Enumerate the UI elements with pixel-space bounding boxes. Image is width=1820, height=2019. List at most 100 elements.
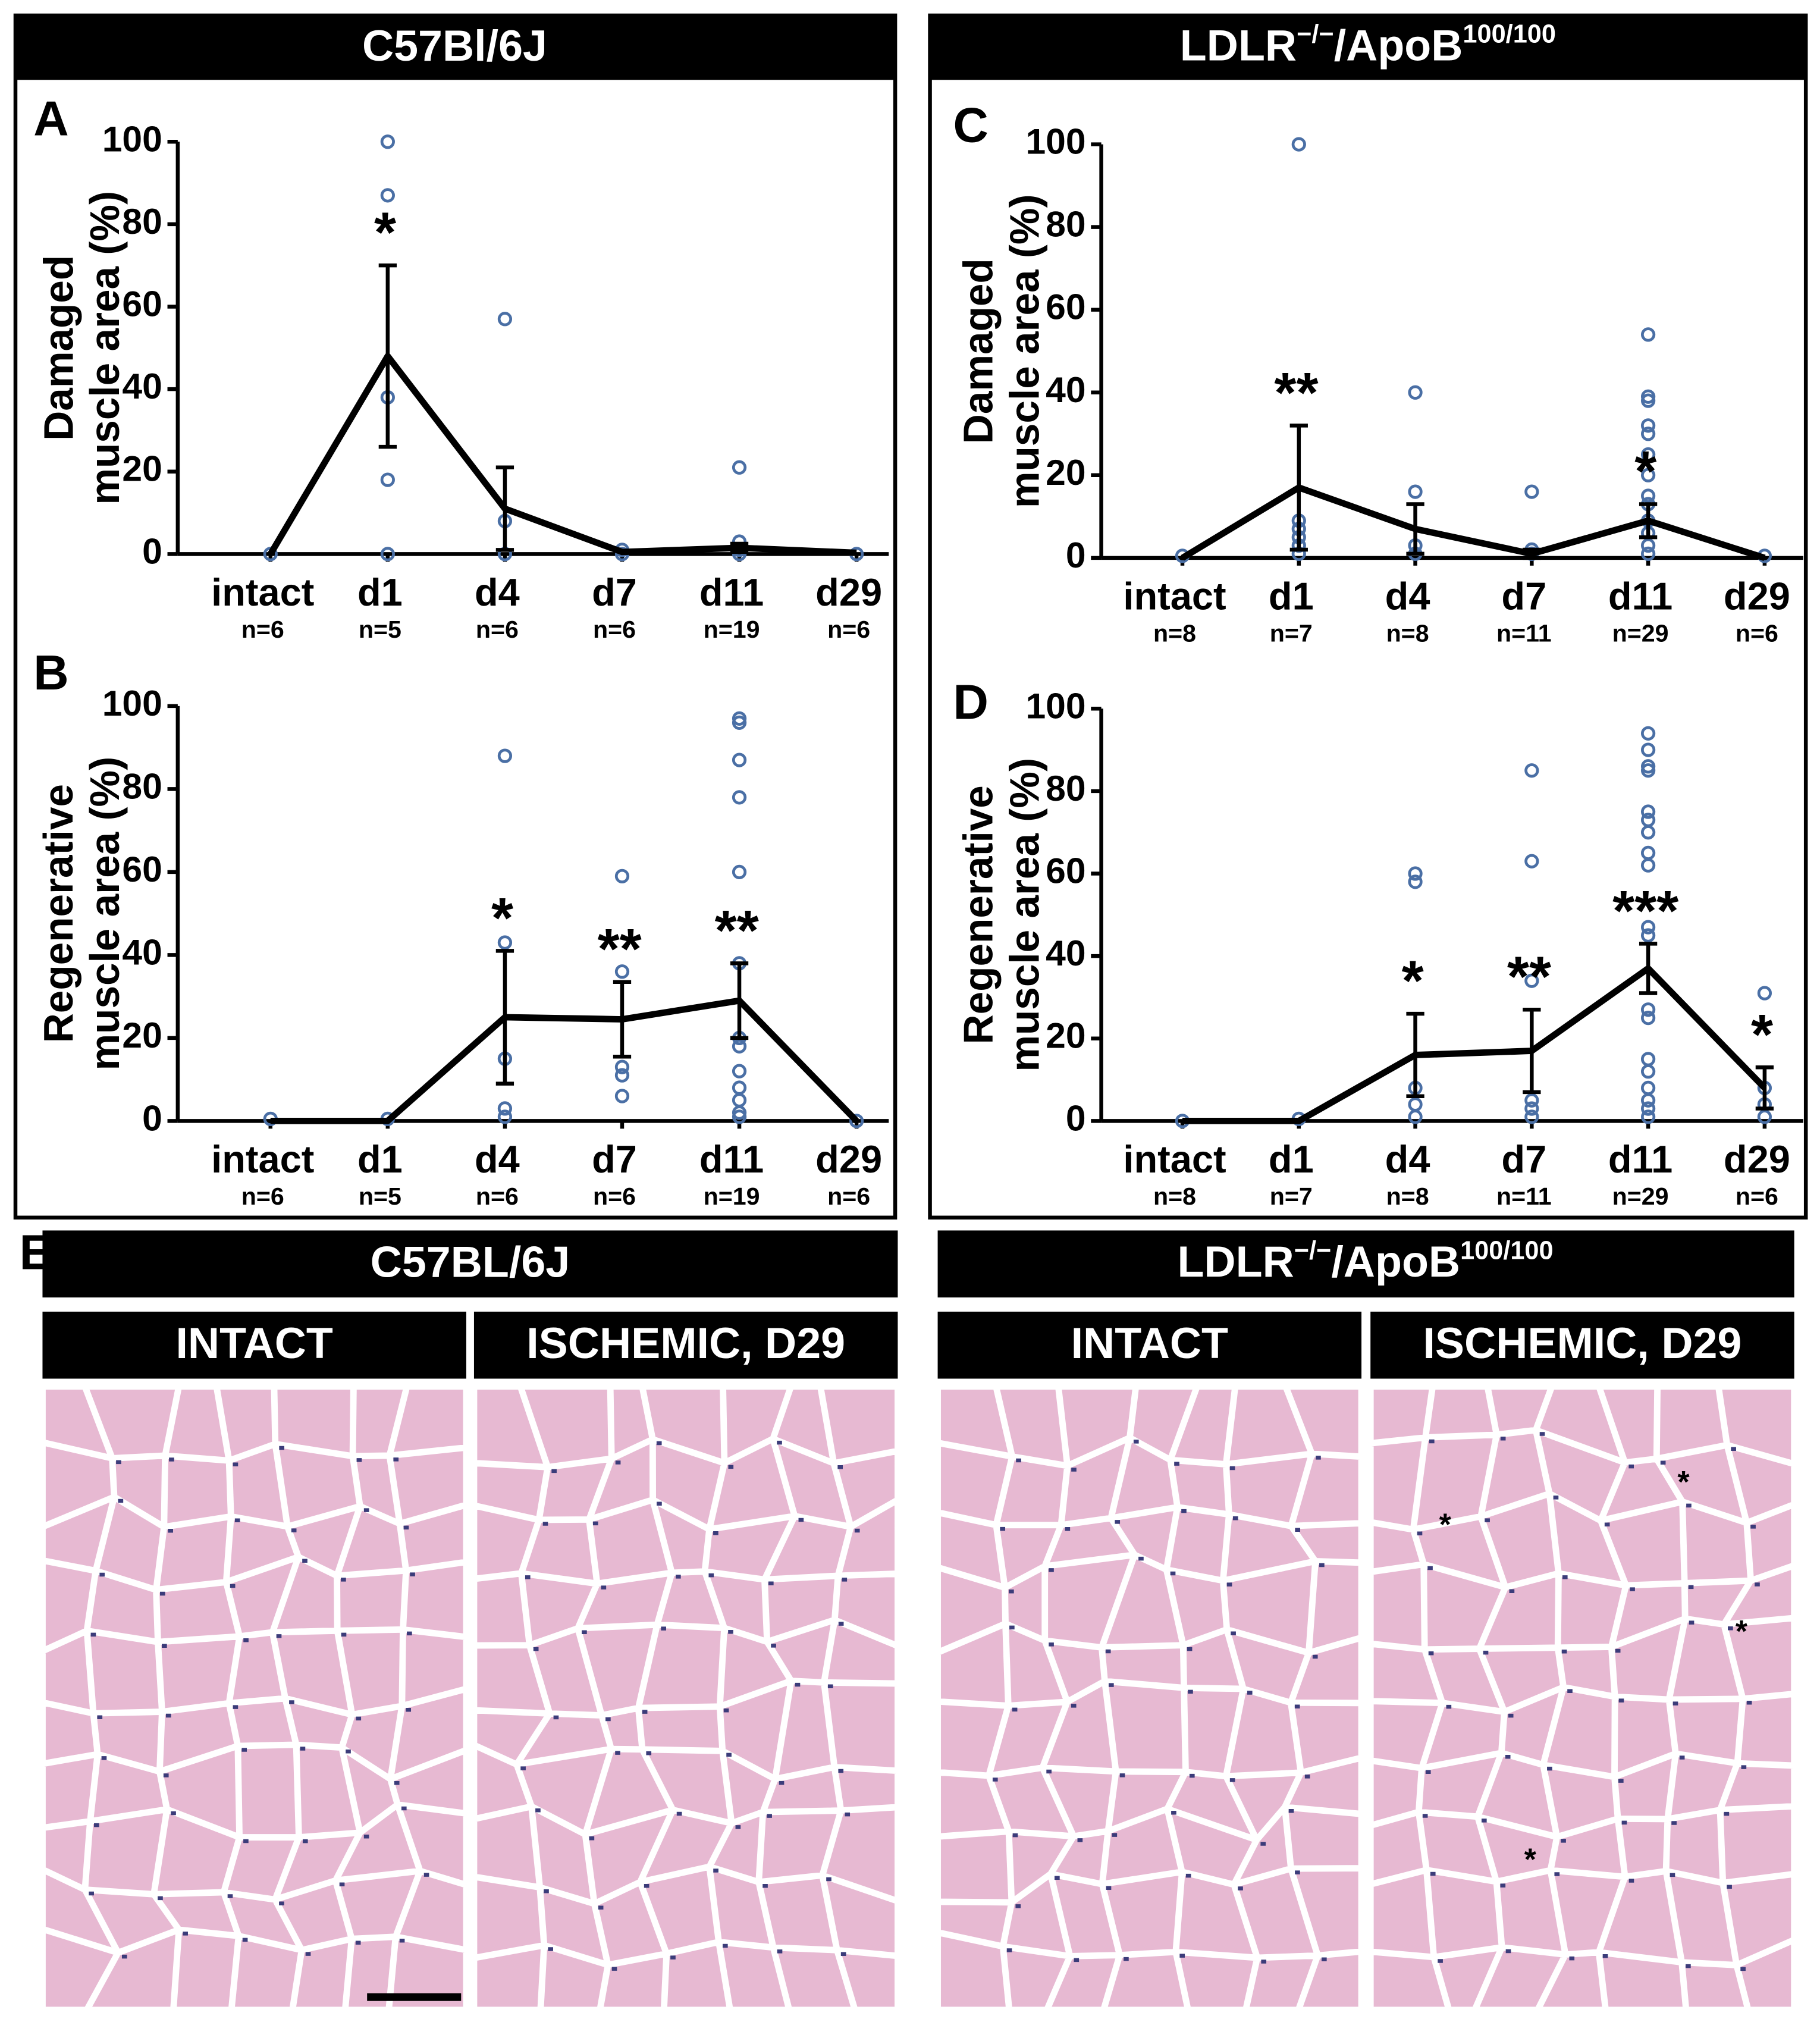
mean-line xyxy=(1181,484,1766,562)
y-tick-label: 60 xyxy=(1046,851,1085,891)
n-label: n=11 xyxy=(1496,620,1552,647)
data-point xyxy=(1524,1093,1539,1108)
x-tick-label: intact xyxy=(211,1137,314,1181)
y-tick-label: 60 xyxy=(1046,287,1085,327)
image-columns: INTACT ISCHEMIC, D29 INTACT ISCHEMIC, D29 * *… xyxy=(39,1311,1798,2014)
y-axis-label: muscle area (%) xyxy=(81,191,128,505)
column-title: INTACT xyxy=(175,1318,332,1368)
header-part: /ApoB xyxy=(1334,21,1463,70)
data-point xyxy=(732,1064,747,1079)
x-tick-label: intact xyxy=(1123,1137,1226,1181)
data-point xyxy=(380,472,395,487)
data-point xyxy=(497,1109,513,1124)
data-point xyxy=(1640,418,1656,433)
header-part: /ApoB xyxy=(1331,1237,1460,1286)
data-point xyxy=(1640,447,1656,462)
x-tick-label: d11 xyxy=(699,1137,764,1181)
y-tick-label: 100 xyxy=(102,683,162,723)
y-tick-label: 60 xyxy=(122,284,162,324)
header-bar xyxy=(15,15,896,80)
data-point xyxy=(732,1093,747,1108)
data-point xyxy=(849,1114,864,1128)
data-point xyxy=(1640,1052,1656,1067)
data-point xyxy=(1640,1093,1656,1108)
data-point xyxy=(732,1109,747,1124)
data-point xyxy=(497,748,513,763)
n-label: n=6 xyxy=(476,1183,519,1210)
data-point xyxy=(1408,1097,1423,1112)
data-point xyxy=(1524,1101,1539,1116)
data-point xyxy=(1640,858,1656,873)
significance-star: * xyxy=(1634,440,1656,503)
data-point xyxy=(497,1101,513,1116)
n-label: n=6 xyxy=(827,1183,870,1210)
y-axis-label: muscle area (%) xyxy=(81,757,128,1071)
y-axis-label: muscle area (%) xyxy=(1001,758,1047,1072)
n-label: n=7 xyxy=(1270,1183,1313,1210)
data-point xyxy=(732,753,747,767)
header-bar xyxy=(42,1230,898,1298)
x-tick-label: d7 xyxy=(1501,1137,1546,1181)
significance-star: ** xyxy=(1507,946,1551,1009)
data-point xyxy=(1757,986,1772,1001)
y-tick-label: 20 xyxy=(122,1015,162,1055)
n-label: n=29 xyxy=(1612,1183,1669,1210)
data-point xyxy=(380,134,395,149)
y-axis-label: Damaged xyxy=(35,255,81,441)
n-label: n=5 xyxy=(359,616,401,643)
x-tick-label: intact xyxy=(1123,574,1226,617)
column-header xyxy=(937,1311,1362,1379)
data-point xyxy=(1640,1064,1656,1079)
n-label: n=29 xyxy=(1612,620,1669,647)
image-asterisk: * xyxy=(1736,1614,1748,1649)
data-point xyxy=(1524,854,1539,869)
y-tick-label: 0 xyxy=(1066,535,1086,575)
y-tick-label: 40 xyxy=(1046,369,1085,410)
x-tick-label: d7 xyxy=(592,570,637,614)
data-point xyxy=(732,715,747,730)
y-tick-label: 80 xyxy=(1046,204,1085,244)
y-tick-label: 100 xyxy=(1025,685,1085,726)
data-point xyxy=(1640,825,1656,840)
image-asterisk: * xyxy=(1524,1842,1537,1877)
n-label: n=6 xyxy=(1736,1183,1778,1210)
x-tick-label: intact xyxy=(211,570,314,614)
y-tick-label: 20 xyxy=(1046,1015,1085,1056)
n-label: n=6 xyxy=(241,616,284,643)
y-tick-label: 40 xyxy=(1046,933,1085,973)
data-point xyxy=(1640,726,1656,741)
data-point xyxy=(1640,538,1656,553)
panel-letter: C xyxy=(953,98,989,152)
data-point xyxy=(1640,1002,1656,1017)
x-tick-label: d29 xyxy=(1724,1137,1790,1181)
header-sup: −/− xyxy=(1294,1237,1332,1265)
y-axis-label: Regenerative xyxy=(955,785,1002,1044)
data-point xyxy=(614,869,630,883)
x-tick-label: d1 xyxy=(1269,574,1314,617)
y-axis-label: Damaged xyxy=(955,258,1002,444)
data-point xyxy=(497,312,513,327)
x-tick-label: d11 xyxy=(1608,1137,1672,1181)
data-point xyxy=(1757,1109,1772,1124)
data-point xyxy=(1640,763,1656,778)
y-tick-label: 0 xyxy=(1066,1098,1086,1138)
nuclei xyxy=(520,1440,860,1971)
nuclei xyxy=(1417,1432,1760,1971)
x-tick-label: d29 xyxy=(815,570,882,614)
nuclei xyxy=(992,1440,1327,1964)
n-label: n=6 xyxy=(241,1183,284,1210)
data-point xyxy=(1640,742,1656,757)
n-label: n=8 xyxy=(1386,1183,1429,1210)
n-label: n=6 xyxy=(1736,620,1778,647)
n-label: n=5 xyxy=(359,1183,401,1210)
significance-star: ** xyxy=(715,899,759,963)
n-label: n=8 xyxy=(1153,1183,1196,1210)
data-point xyxy=(1640,920,1656,935)
data-point xyxy=(1408,866,1423,881)
image-asterisk: * xyxy=(1677,1465,1690,1500)
y-tick-label: 80 xyxy=(122,201,162,242)
x-tick-label: d29 xyxy=(815,1137,882,1181)
data-point xyxy=(1640,427,1656,441)
y-axis-label: muscle area (%) xyxy=(1001,194,1047,508)
